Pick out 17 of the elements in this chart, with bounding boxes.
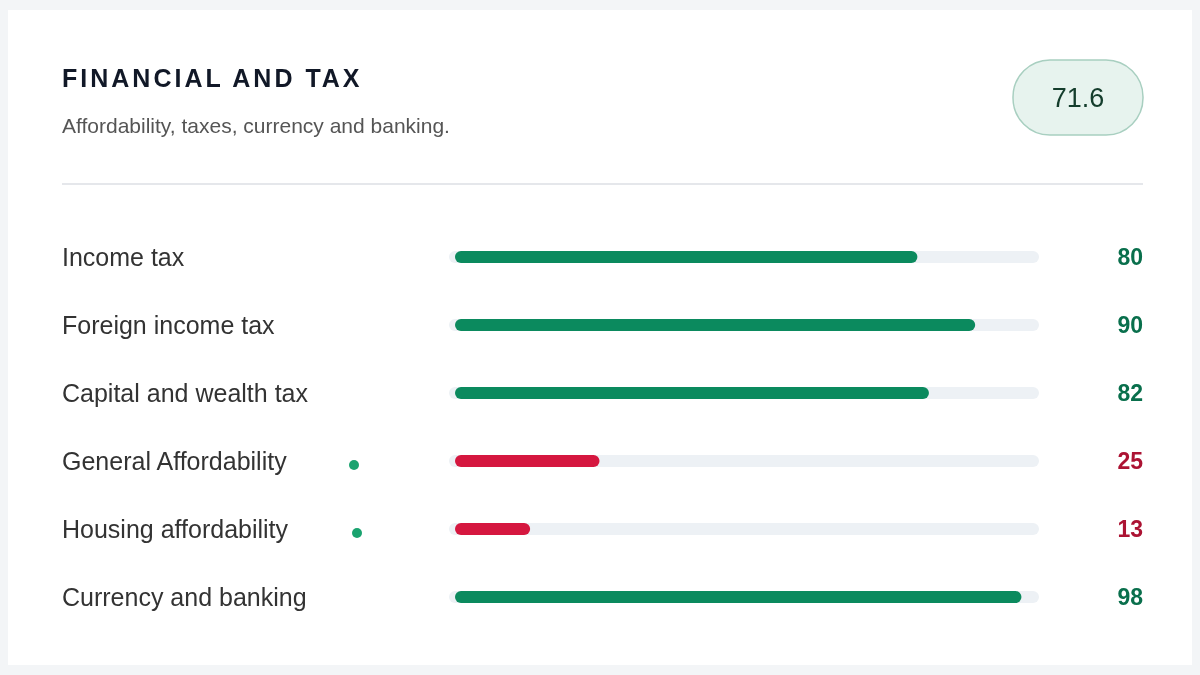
bar <box>455 455 600 467</box>
y-tick-label: Foreign income tax <box>62 311 276 339</box>
y-tick-label: Capital and wealth tax <box>62 379 309 407</box>
text: 71.6 <box>1051 83 1105 113</box>
data-label: 80 <box>1117 244 1143 270</box>
bar <box>455 523 531 535</box>
y-tick-label: General Affordability <box>62 447 288 475</box>
text: FINANCIAL AND TAX <box>62 64 363 92</box>
y-tick-label: Income tax <box>62 243 185 271</box>
data-label: 98 <box>1117 584 1144 610</box>
data-label: 82 <box>1117 380 1143 406</box>
y-tick-label: Housing affordability <box>62 515 289 543</box>
data-label: 90 <box>1117 312 1143 338</box>
data-label: 13 <box>1117 516 1143 542</box>
y-tick-label: Currency and banking <box>62 583 307 611</box>
text: Affordability, taxes, currency and banking. <box>62 114 450 137</box>
data-label: 25 <box>1117 448 1144 474</box>
